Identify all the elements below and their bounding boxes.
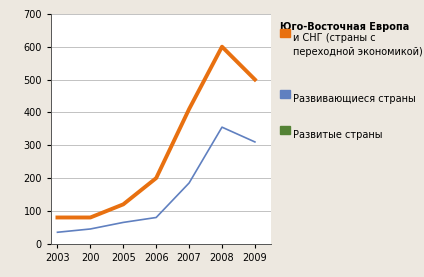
Text: и СНГ (страны с: и СНГ (страны с: [293, 33, 375, 43]
Text: Развивающиеся страны: Развивающиеся страны: [293, 94, 416, 104]
Text: Юго-Восточная Европа: Юго-Восточная Европа: [280, 22, 409, 32]
Text: Развитые страны: Развитые страны: [293, 130, 382, 140]
Text: переходной экономикой): переходной экономикой): [293, 47, 422, 57]
